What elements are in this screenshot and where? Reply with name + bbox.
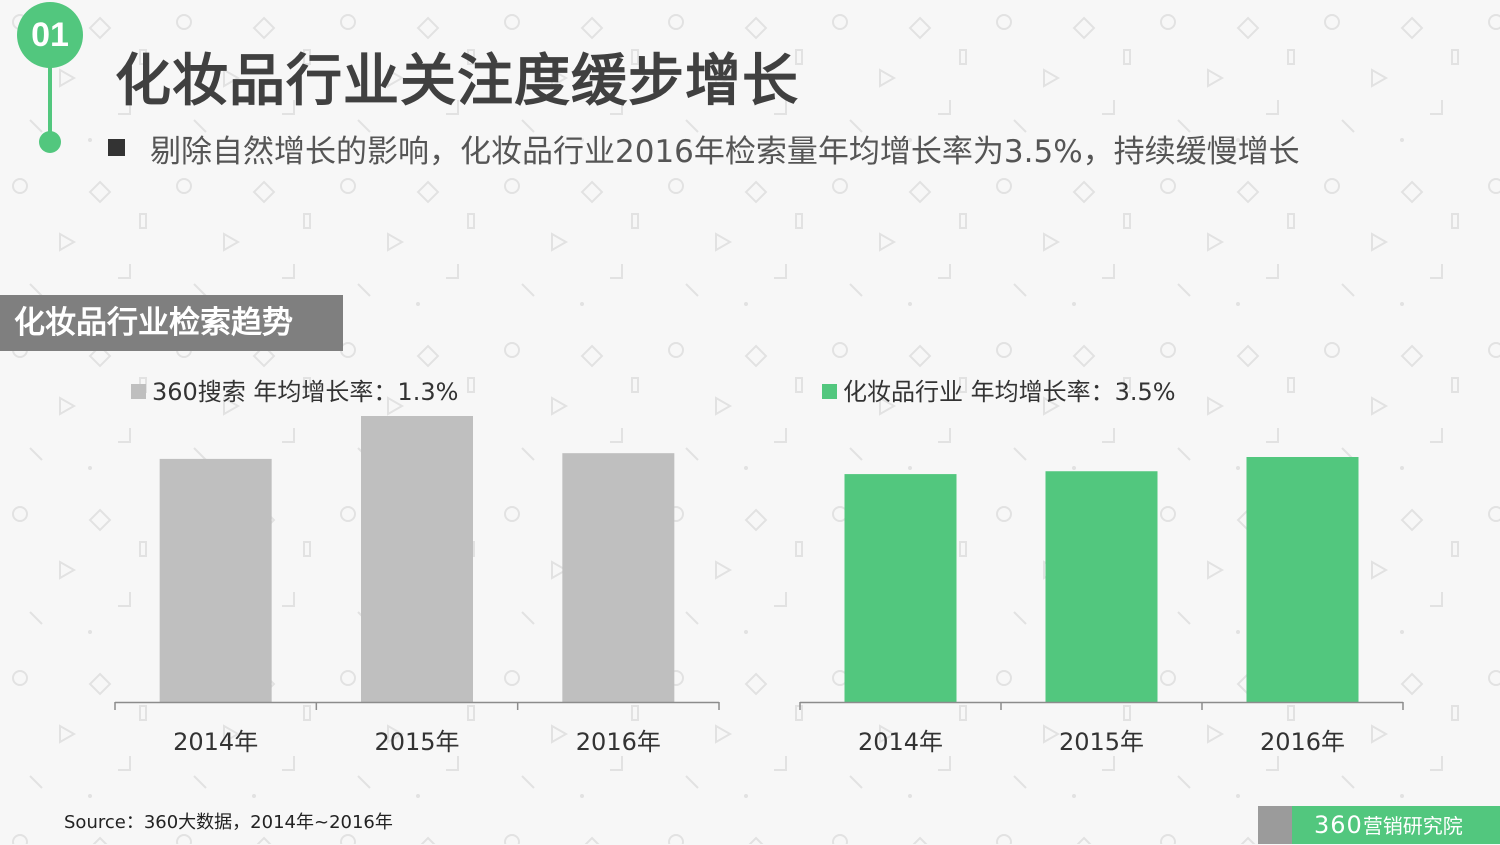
bar-360-search-1 — [361, 416, 473, 702]
brand-gray-block — [1258, 806, 1292, 844]
bar-cosmetics-0 — [844, 474, 957, 702]
brand-logo: 360营销研究院 — [1258, 806, 1500, 844]
bar-360-search-2 — [562, 453, 675, 702]
badge-dot — [39, 131, 61, 153]
legend-swatch-gray — [131, 384, 146, 399]
x-tick-label: 2016年 — [576, 728, 661, 756]
section-label: 化妆品行业检索趋势 — [0, 295, 343, 351]
bullet-square-icon — [108, 139, 125, 156]
brand-green-block: 360营销研究院 — [1292, 806, 1500, 844]
x-tick-label: 2015年 — [374, 728, 459, 756]
bar-cosmetics-1 — [1045, 471, 1158, 702]
x-tick-label: 2016年 — [1260, 728, 1345, 756]
brand-text: 营销研究院 — [1362, 814, 1463, 838]
legend-swatch-green — [822, 384, 837, 399]
x-tick-label: 2014年 — [858, 728, 943, 756]
legend-right: 化妆品行业 年均增长率：3.5% — [822, 372, 1176, 407]
legend-label-360-search: 360搜索 年均增长率：1.3% — [152, 378, 459, 406]
x-tick-label: 2014年 — [173, 728, 258, 756]
legend-label-cosmetics: 化妆品行业 年均增长率：3.5% — [843, 378, 1176, 406]
brand-number: 360 — [1314, 811, 1363, 839]
bar-360-search-0 — [159, 458, 272, 702]
source-note: Source：360大数据，2014年~2016年 — [64, 812, 393, 833]
page-title: 化妆品行业关注度缓步增长 — [115, 49, 799, 114]
slide-number-badge: 01 — [17, 2, 83, 68]
badge-connector — [48, 62, 52, 132]
bar-cosmetics-2 — [1246, 457, 1359, 702]
subtitle: 剔除自然增长的影响，化妆品行业2016年检索量年均增长率为3.5%，持续缓慢增长 — [150, 134, 1300, 170]
legend-left: 360搜索 年均增长率：1.3% — [131, 372, 458, 407]
x-tick-label: 2015年 — [1059, 728, 1144, 756]
